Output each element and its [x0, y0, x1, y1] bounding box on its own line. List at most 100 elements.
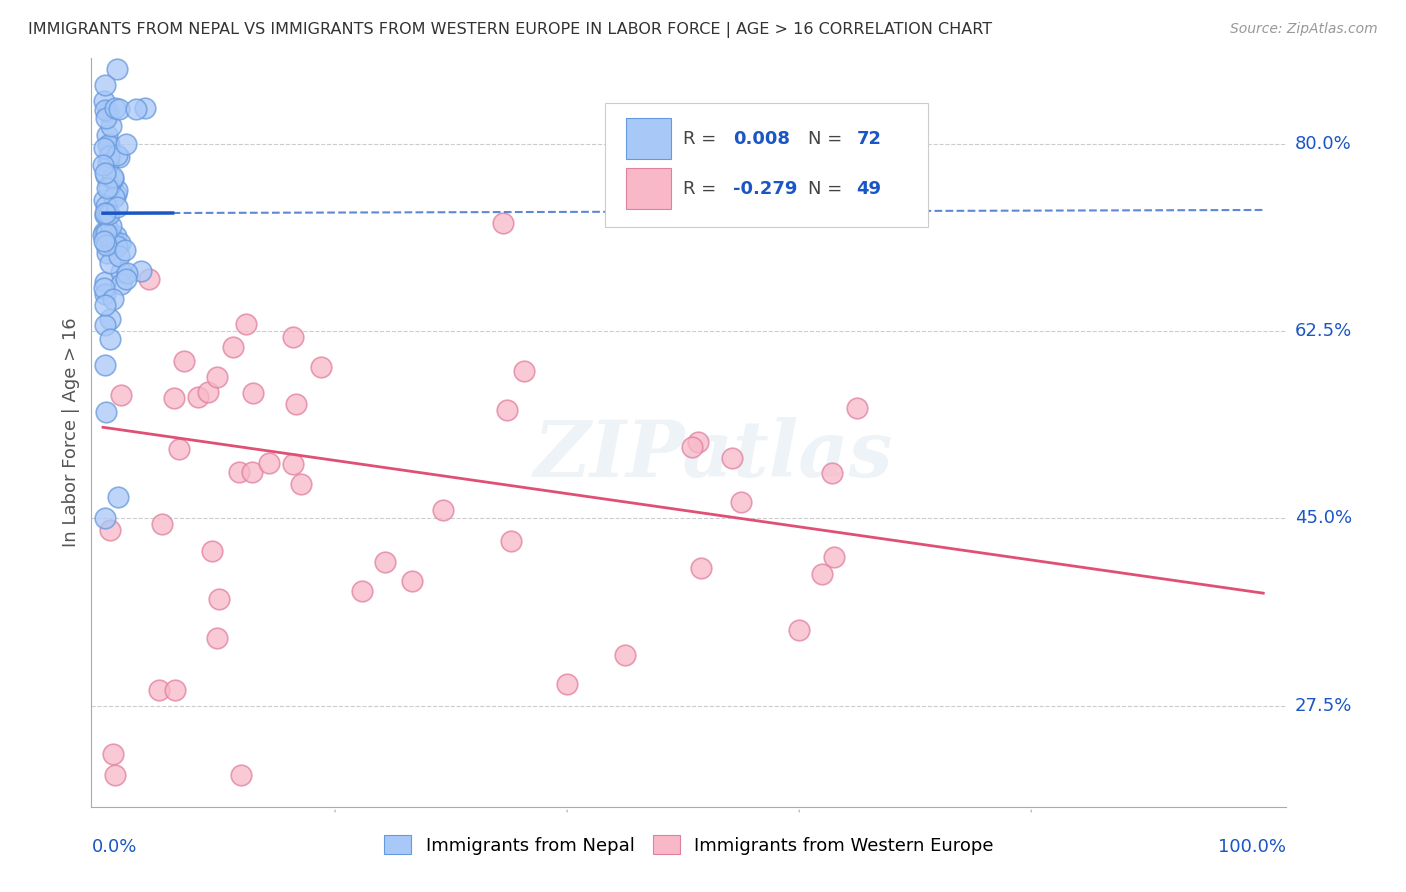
- Point: [101, 172, 124, 186]
- Point: [235, 317, 257, 331]
- Point: [103, 234, 125, 248]
- Point: [686, 434, 709, 449]
- Point: [98, 255, 121, 269]
- Point: [134, 101, 156, 115]
- Point: [94, 198, 117, 212]
- Point: [105, 62, 128, 76]
- Point: [242, 385, 264, 400]
- Point: [101, 293, 124, 307]
- Point: [207, 370, 229, 384]
- Point: [309, 359, 332, 374]
- Point: [96, 128, 118, 142]
- Text: 100.0%: 100.0%: [1219, 838, 1286, 855]
- Point: [557, 676, 579, 690]
- Text: R =: R =: [683, 179, 716, 198]
- Point: [93, 94, 115, 108]
- Point: [110, 277, 132, 291]
- Point: [163, 682, 186, 697]
- Point: [730, 495, 752, 509]
- Point: [432, 503, 454, 517]
- Point: [105, 238, 128, 252]
- Point: [208, 591, 231, 606]
- Point: [98, 207, 121, 221]
- Point: [100, 219, 122, 233]
- Point: [496, 403, 519, 417]
- Point: [97, 138, 120, 153]
- Text: R =: R =: [683, 129, 716, 147]
- Point: [105, 148, 128, 162]
- Point: [94, 237, 117, 252]
- Point: [97, 228, 120, 243]
- Point: [98, 523, 121, 537]
- Point: [98, 312, 121, 326]
- Point: [787, 623, 810, 637]
- Point: [93, 280, 115, 294]
- Point: [96, 111, 118, 125]
- Text: IMMIGRANTS FROM NEPAL VS IMMIGRANTS FROM WESTERN EUROPE IN LABOR FORCE | AGE > 1: IMMIGRANTS FROM NEPAL VS IMMIGRANTS FROM…: [28, 22, 993, 38]
- Point: [91, 227, 114, 242]
- Point: [98, 332, 121, 346]
- Point: [93, 286, 115, 301]
- Point: [125, 102, 148, 116]
- Text: 0.0%: 0.0%: [91, 838, 136, 855]
- Point: [96, 180, 118, 194]
- Point: [257, 456, 280, 470]
- Point: [614, 648, 637, 662]
- Point: [94, 358, 117, 372]
- Point: [94, 205, 117, 219]
- FancyBboxPatch shape: [605, 103, 928, 227]
- Point: [94, 405, 117, 419]
- Point: [97, 180, 120, 194]
- Point: [401, 574, 423, 588]
- Point: [96, 226, 118, 240]
- Point: [101, 170, 124, 185]
- Text: 27.5%: 27.5%: [1295, 697, 1353, 714]
- Point: [681, 440, 703, 454]
- Text: -0.279: -0.279: [733, 179, 797, 198]
- Text: Source: ZipAtlas.com: Source: ZipAtlas.com: [1230, 22, 1378, 37]
- Point: [821, 467, 844, 481]
- Text: 80.0%: 80.0%: [1295, 135, 1351, 153]
- Point: [138, 272, 160, 286]
- Point: [94, 318, 117, 333]
- Point: [101, 747, 124, 761]
- Point: [97, 155, 120, 169]
- Point: [222, 340, 245, 354]
- Point: [163, 391, 186, 405]
- Point: [150, 517, 173, 532]
- Point: [105, 229, 128, 244]
- Point: [96, 246, 118, 260]
- Point: [94, 511, 117, 525]
- Text: N =: N =: [808, 129, 842, 147]
- Point: [281, 330, 304, 344]
- Text: N =: N =: [808, 179, 842, 198]
- Point: [107, 103, 129, 117]
- Point: [114, 243, 136, 257]
- Point: [94, 103, 117, 118]
- Point: [229, 768, 252, 782]
- Point: [93, 78, 115, 93]
- Point: [512, 364, 534, 378]
- Point: [352, 583, 374, 598]
- Point: [105, 186, 128, 201]
- Point: [110, 265, 132, 279]
- Point: [492, 216, 515, 230]
- Point: [107, 490, 129, 504]
- Point: [97, 149, 120, 163]
- Point: [290, 476, 312, 491]
- Point: [93, 234, 115, 248]
- Point: [93, 141, 115, 155]
- Point: [187, 390, 209, 404]
- Point: [93, 193, 115, 207]
- Point: [197, 385, 219, 400]
- Point: [281, 457, 304, 471]
- Point: [205, 631, 228, 645]
- Point: [690, 561, 713, 575]
- Point: [823, 550, 845, 565]
- Point: [94, 275, 117, 289]
- Point: [98, 136, 121, 151]
- Point: [228, 466, 250, 480]
- Point: [94, 166, 117, 180]
- Point: [93, 298, 115, 312]
- Text: 49: 49: [856, 179, 882, 198]
